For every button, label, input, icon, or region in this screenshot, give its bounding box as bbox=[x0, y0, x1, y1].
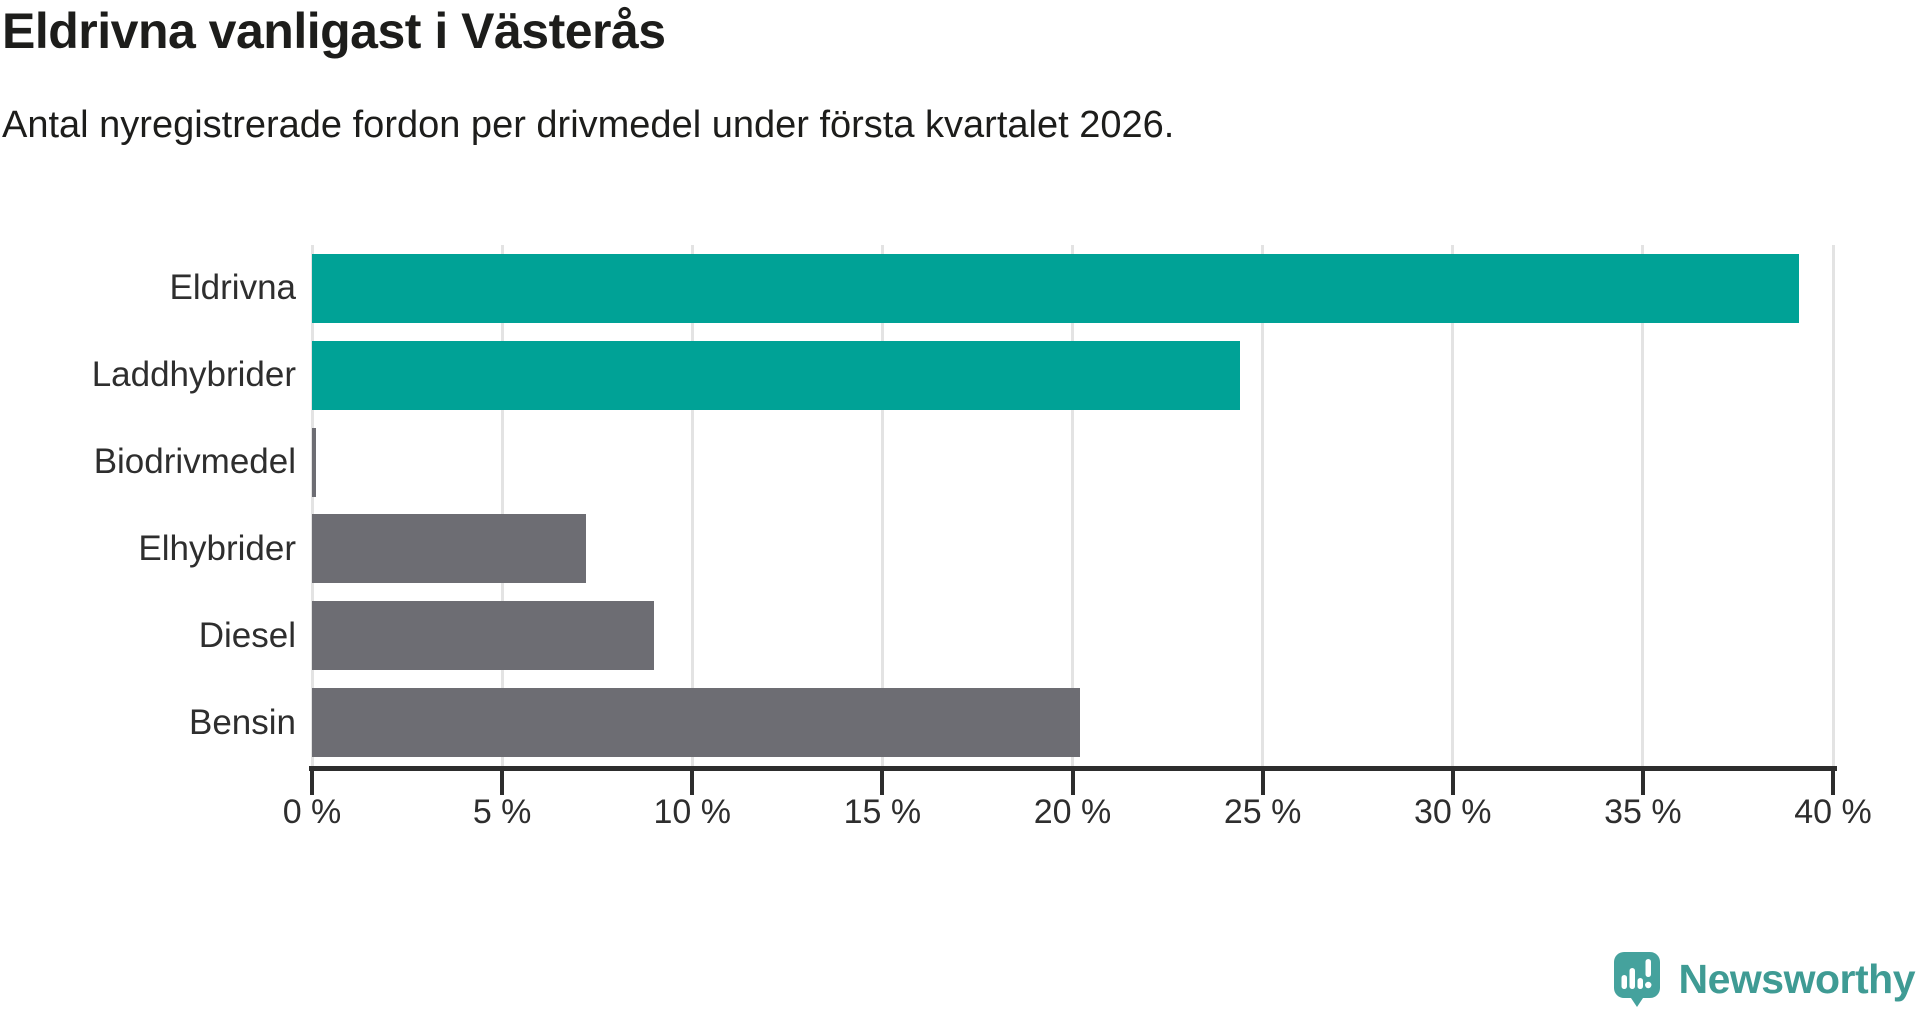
bar-bensin bbox=[312, 688, 1081, 758]
category-label: Diesel bbox=[198, 615, 296, 655]
category-labels: Eldrivna Laddhybrider Biodrivmedel Elhybrid… bbox=[0, 245, 296, 766]
x-axis-tick-label: 20 % bbox=[1033, 793, 1112, 831]
gridline bbox=[1641, 245, 1645, 766]
x-axis-tick-label: 30 % bbox=[1414, 793, 1492, 831]
bar-diesel bbox=[312, 601, 655, 671]
gridline bbox=[1451, 245, 1455, 766]
x-axis-tick bbox=[1640, 769, 1645, 795]
gridline bbox=[1261, 245, 1265, 766]
chart-subtitle: Antal nyregistrerade fordon per drivmede… bbox=[2, 104, 1175, 146]
x-axis-tick-label: 10 % bbox=[653, 793, 732, 831]
x-axis-tick-label: 35 % bbox=[1604, 793, 1682, 831]
bar-eldrivna bbox=[312, 253, 1799, 323]
gridline bbox=[1831, 245, 1835, 766]
x-axis-tick-label: 5 % bbox=[472, 793, 532, 831]
bar-biodrivmedel bbox=[312, 427, 316, 497]
x-axis-tick-label: 40 % bbox=[1794, 793, 1872, 831]
x-axis-tick bbox=[690, 769, 695, 795]
newsworthy-speech-bubble-chart-icon bbox=[1613, 952, 1660, 1007]
x-axis-tick bbox=[1450, 769, 1455, 795]
category-label: Biodrivmedel bbox=[93, 442, 296, 482]
gridline bbox=[880, 245, 884, 766]
x-axis-tick bbox=[880, 769, 885, 795]
x-axis-tick-label: 25 % bbox=[1223, 793, 1302, 831]
bar-laddhybrider bbox=[312, 340, 1240, 410]
x-axis-tick-label: 0 % bbox=[282, 793, 342, 831]
x-axis-tick bbox=[310, 769, 314, 795]
gridline bbox=[690, 245, 694, 766]
x-axis-line bbox=[309, 766, 1837, 771]
category-label: Bensin bbox=[188, 702, 296, 742]
plot-area bbox=[310, 245, 1835, 766]
x-axis-tick-label: 15 % bbox=[843, 793, 922, 831]
x-axis-tick bbox=[500, 769, 505, 795]
gridline bbox=[310, 245, 314, 766]
category-label: Elhybrider bbox=[138, 528, 296, 568]
category-label: Eldrivna bbox=[169, 268, 296, 308]
x-axis-tick bbox=[1070, 769, 1075, 795]
x-axis-tick bbox=[1260, 769, 1265, 795]
chart-title: Eldrivna vanligast i Västerås bbox=[2, 3, 666, 59]
newsworthy-logo: Newsworthy bbox=[1612, 951, 1916, 1008]
category-label: Laddhybrider bbox=[91, 355, 296, 395]
gridline bbox=[1071, 245, 1074, 766]
newsworthy-logo-text: Newsworthy bbox=[1678, 956, 1916, 1002]
x-axis-tick bbox=[1831, 769, 1835, 795]
gridline bbox=[500, 245, 504, 766]
bar-elhybrider bbox=[312, 514, 586, 584]
logo-bar-chart-glyph bbox=[1621, 959, 1651, 989]
